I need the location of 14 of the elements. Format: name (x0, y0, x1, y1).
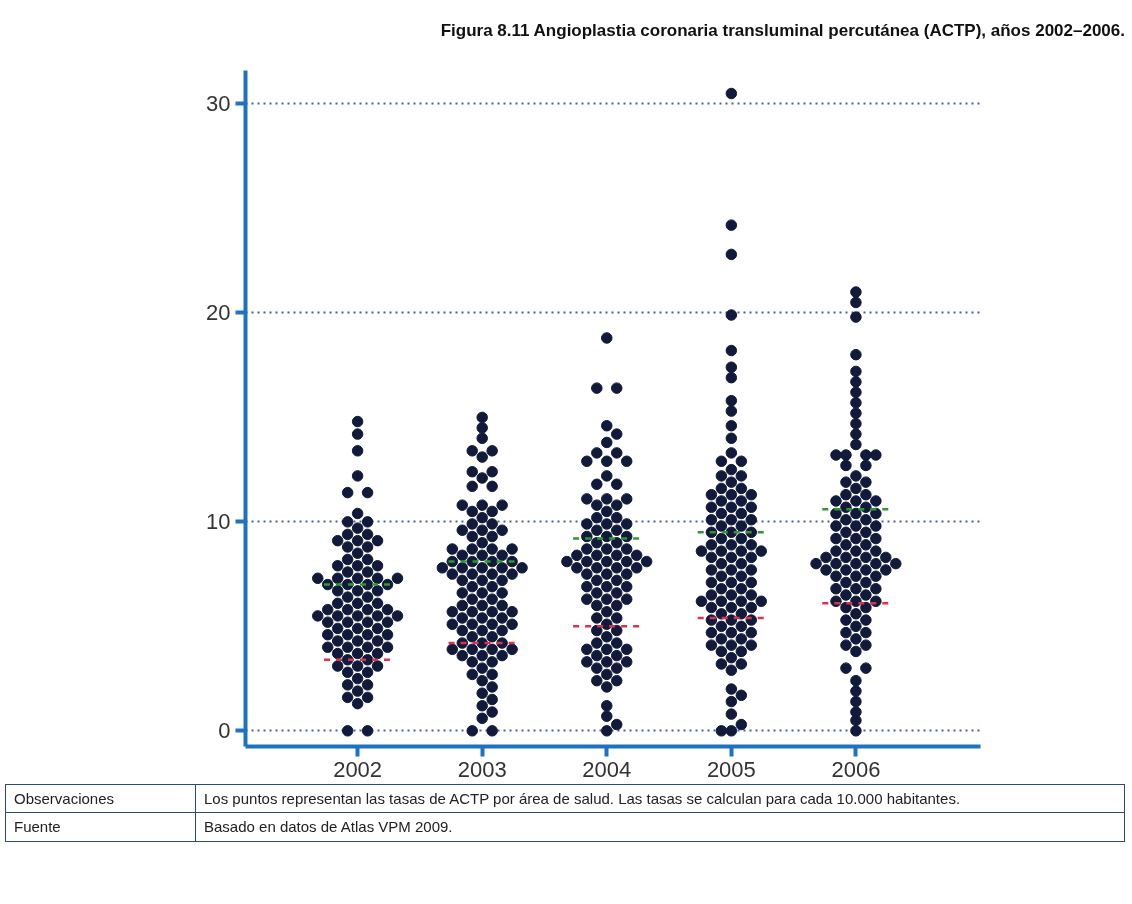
text: Fuente (5, 812, 196, 842)
x-tick-label: 2006 (831, 756, 881, 782)
x-tick-label: 2002 (333, 756, 383, 782)
text: Observaciones (5, 784, 196, 813)
text: Los puntos representan las tasas de ACTP por área de salud. Las tasas se calculan para cada 10.000 habitantes. (195, 784, 1125, 813)
x-tick-label: 2005 (706, 756, 756, 782)
y-tick-label: 30 (206, 91, 231, 117)
y-tick-label: 20 (206, 300, 231, 326)
chart-title: Figura 8.11 Angioplastia coronaria transluminal percutánea (ACTP), años 2002–2006. (440, 21, 1125, 40)
x-tick-label: 2003 (457, 756, 507, 782)
x-tick-label: 2004 (582, 756, 632, 782)
y-tick-label: 10 (206, 509, 231, 535)
text: Basado en datos de Atlas VPM 2009. (195, 812, 1125, 842)
y-tick-label: 0 (218, 718, 231, 744)
